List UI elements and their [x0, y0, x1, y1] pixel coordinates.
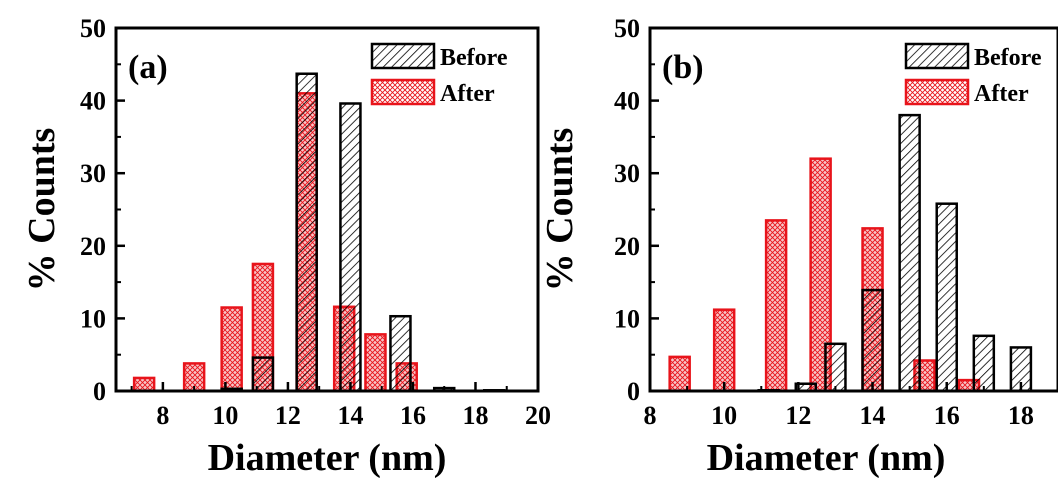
x-tick-label: 16 — [400, 401, 426, 430]
legend-label-after-a: After — [440, 81, 495, 107]
y-tick-label: 30 — [614, 159, 640, 188]
legend-label-before-a: Before — [440, 45, 508, 71]
y-tick-label: 0 — [627, 377, 640, 406]
x-tick-label: 14 — [860, 401, 886, 430]
x-tick-label: 14 — [337, 401, 363, 430]
y-ticks-a: 0 10 20 30 40 50 — [80, 14, 125, 406]
x-tick-label: 16 — [934, 401, 960, 430]
x-tick-label: 18 — [462, 401, 488, 430]
before-bar-a — [389, 314, 412, 393]
before-bar-b — [935, 202, 958, 393]
after-bar-a — [132, 376, 156, 393]
panel-label-a: (a) — [128, 49, 168, 86]
x-axis-title-a: Diameter (nm) — [208, 437, 447, 478]
after-bar-b — [764, 219, 788, 393]
legend-swatch-before-b — [904, 42, 970, 70]
x-tick-label: 12 — [275, 401, 301, 430]
y-tick-label: 20 — [80, 232, 106, 261]
after-bar-b — [668, 355, 691, 393]
y-tick-label: 40 — [80, 87, 106, 116]
chart-panel-b: 8 10 12 14 16 18 0 10 20 30 40 50 (b) Diameter (nm… — [539, 14, 1058, 478]
y-tick-label: 20 — [614, 232, 640, 261]
x-tick-label: 12 — [785, 401, 811, 430]
legend-label-before-b: Before — [974, 45, 1042, 71]
x-tick-label: 8 — [156, 401, 169, 430]
after-bar-a — [220, 306, 243, 393]
x-tick-label: 8 — [644, 401, 657, 430]
before-series-bars-b — [757, 113, 1033, 393]
after-bar-a — [364, 333, 387, 393]
y-tick-label: 40 — [614, 87, 640, 116]
after-bar-b — [712, 308, 736, 393]
x-ticks-a: 8 10 12 14 16 18 20 — [130, 382, 551, 430]
before-bar-b — [972, 334, 996, 393]
legend-swatch-after-a — [370, 78, 436, 106]
legend-swatch-before-a — [370, 42, 436, 70]
legend-label-after-b: After — [974, 81, 1029, 107]
chart-panel-a: 8 10 12 14 16 18 20 0 10 20 30 40 50 (a) Diameter (… — [21, 14, 551, 478]
y-tick-label: 30 — [80, 159, 106, 188]
legend-swatch-after-b — [904, 78, 970, 106]
y-ticks-b: 0 10 20 30 40 50 — [614, 14, 659, 406]
x-tick-label: 10 — [212, 401, 238, 430]
x-tick-label: 10 — [711, 401, 737, 430]
before-bar-b — [861, 288, 884, 393]
before-bar-b — [824, 342, 847, 393]
panel-label-b: (b) — [662, 49, 704, 86]
before-bar-a — [339, 102, 362, 393]
y-tick-label: 10 — [80, 304, 106, 333]
x-tick-label: 18 — [1008, 401, 1034, 430]
after-series-bars-a — [132, 92, 418, 393]
x-ticks-b: 8 10 12 14 16 18 — [644, 382, 1034, 430]
y-tick-label: 50 — [80, 14, 106, 43]
y-tick-label: 0 — [93, 377, 106, 406]
before-bar-a — [251, 356, 275, 393]
x-axis-title-b: Diameter (nm) — [707, 437, 946, 478]
y-tick-label: 50 — [614, 14, 640, 43]
y-tick-label: 10 — [614, 304, 640, 333]
legend-b: Before After — [904, 42, 1042, 107]
before-bar-a — [295, 72, 318, 393]
before-bar-b — [898, 113, 921, 393]
legend-a: Before After — [370, 42, 508, 107]
y-axis-title-b: % Counts — [539, 128, 581, 292]
x-tick-label: 20 — [525, 401, 551, 430]
y-axis-title-a: % Counts — [21, 128, 63, 292]
